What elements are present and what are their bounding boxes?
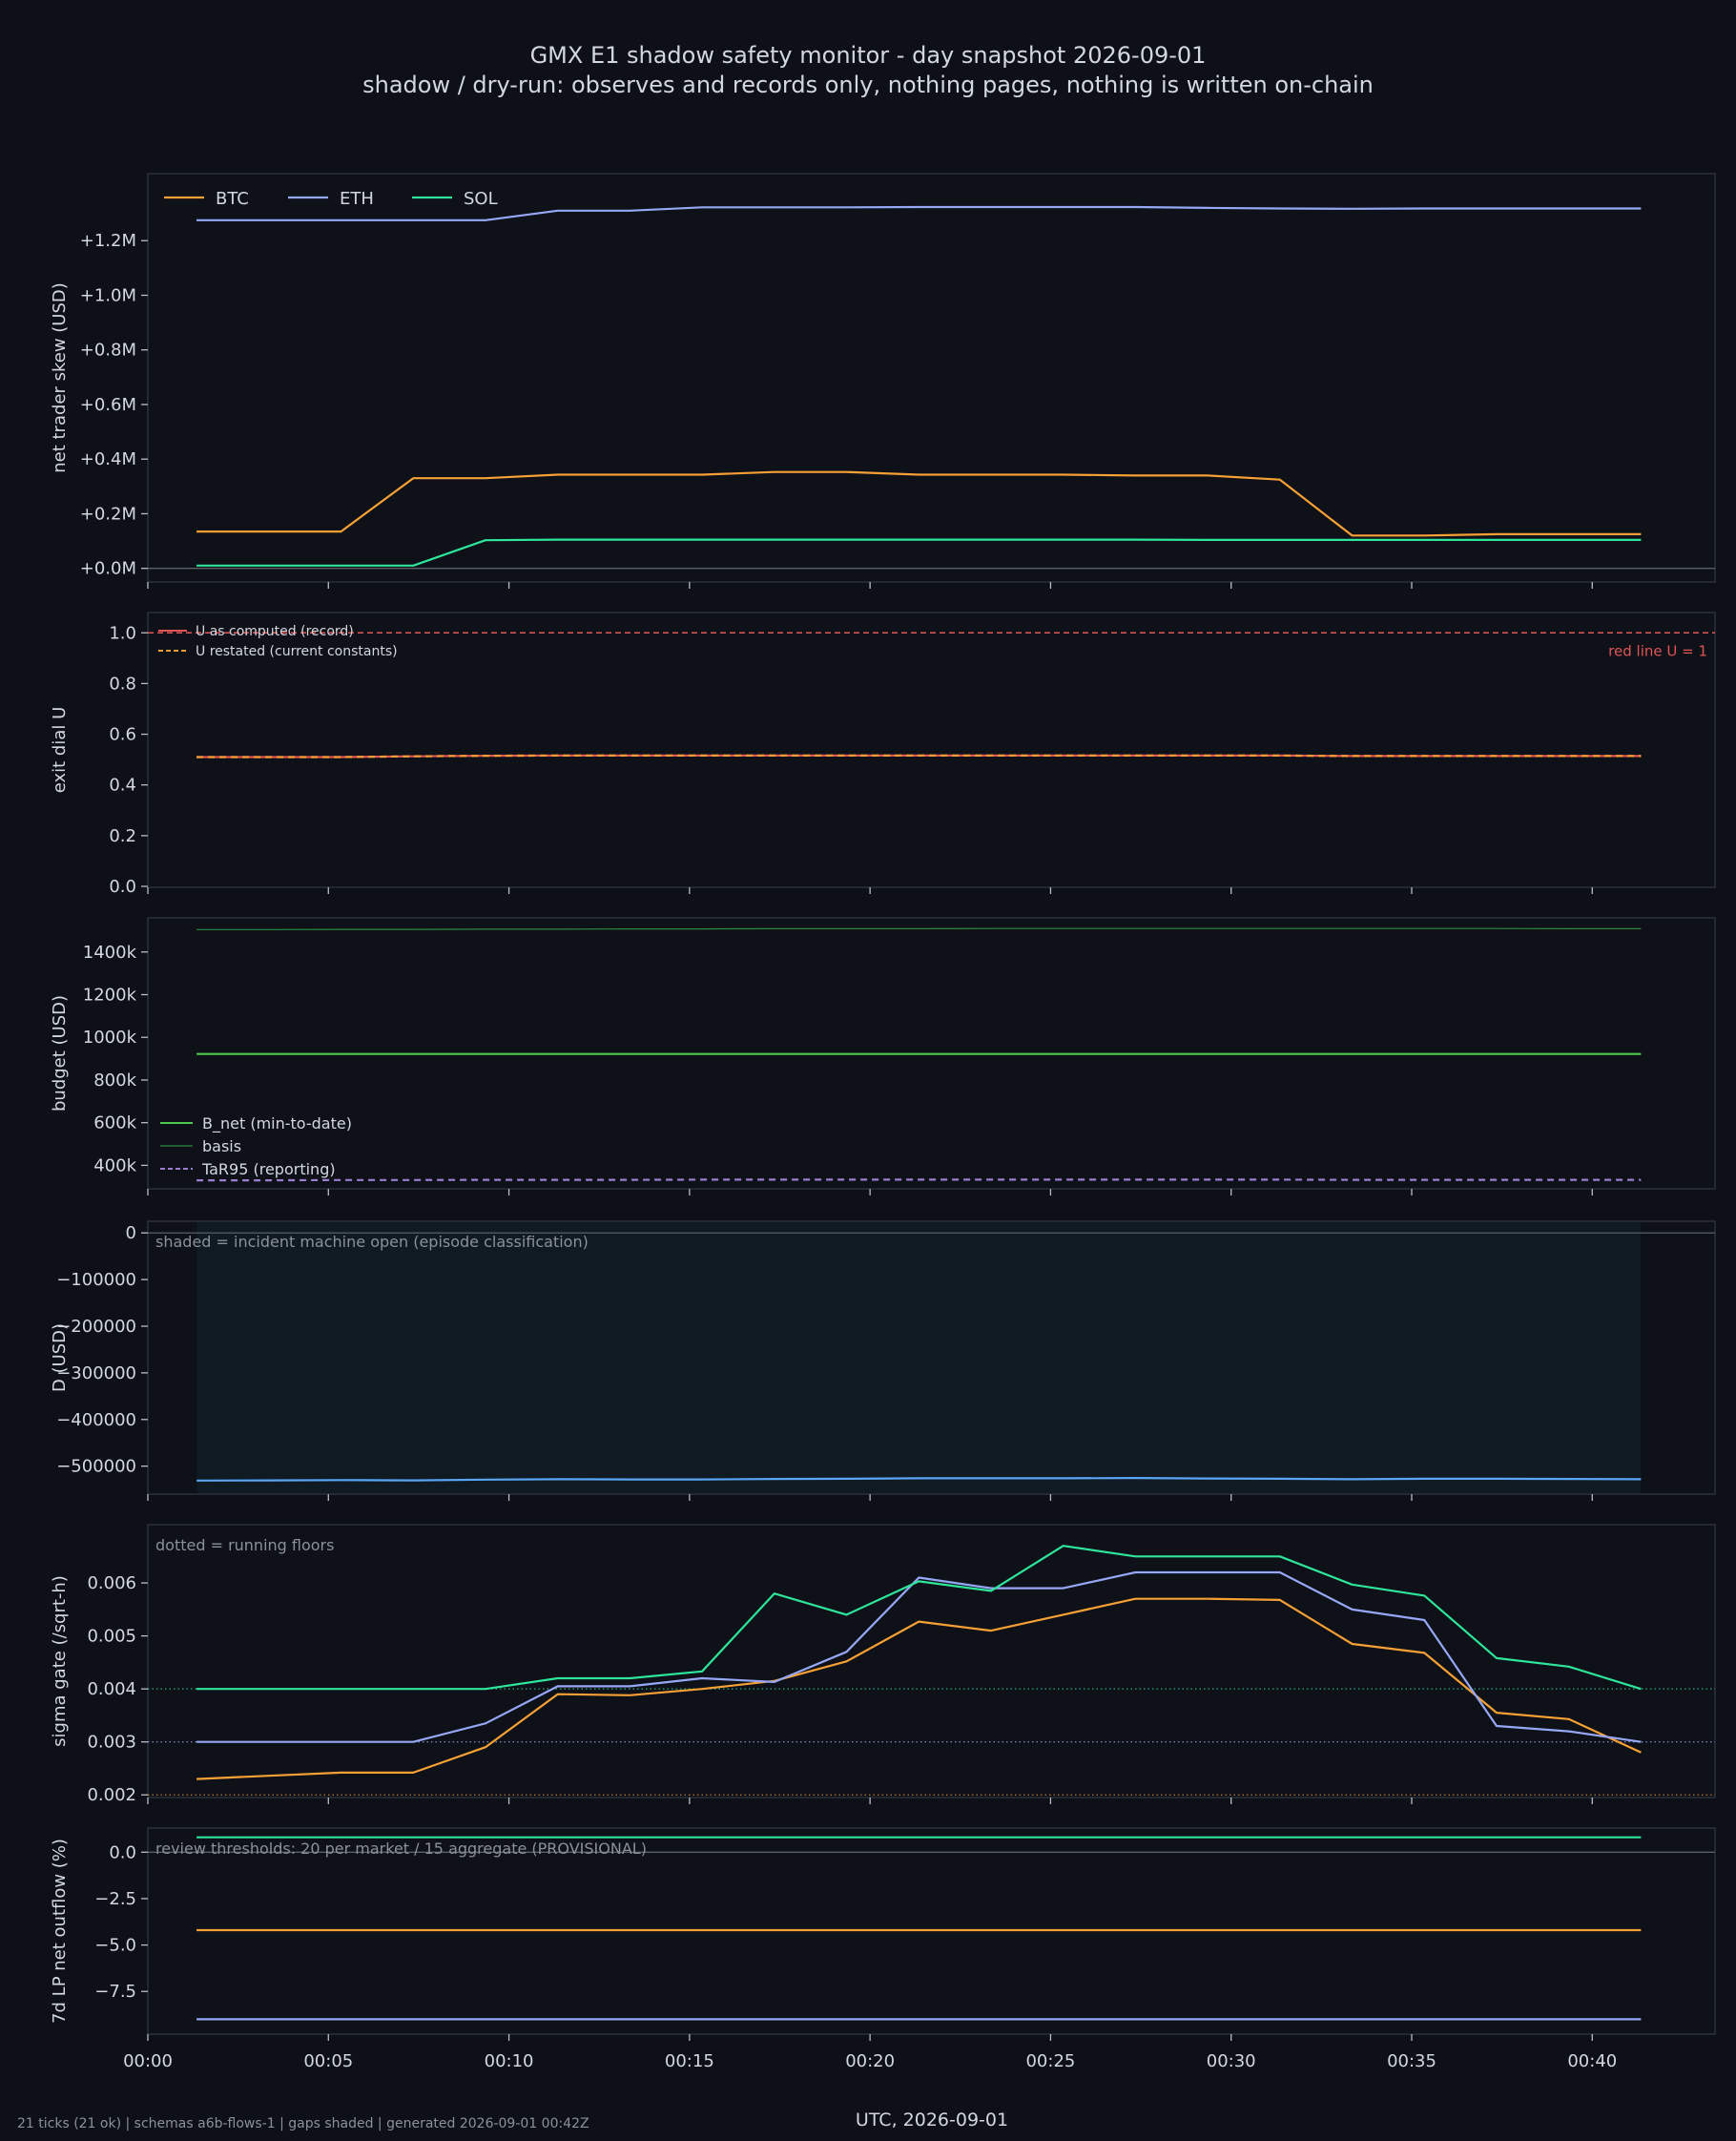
sigma-ytick-label: 0.004 [87, 1679, 136, 1699]
legend-label-exit-dial: U restated (current constants) [196, 644, 398, 659]
budget-ytick-label: 600k [93, 1113, 136, 1133]
lp-outflow-ytick-label: −7.5 [94, 1982, 136, 2002]
legend-label-budget: basis [202, 1137, 241, 1155]
panel-budget: 400k 600k 800k 1000k 1200k 1400k budget (USD) B… [50, 917, 1716, 1195]
drawdown-ytick-label: −400000 [56, 1410, 136, 1430]
budget-ytick-label: 1000k [83, 1028, 137, 1048]
exit-dial-ytick-label: 0.0 [109, 877, 136, 897]
lp-outflow-ylabel: 7d LP net outflow (%) [50, 1839, 70, 2024]
sigma-series-eth [196, 1570, 1642, 1743]
lp-outflow-note: review thresholds: 20 per market / 15 ag… [155, 1840, 647, 1858]
panel-lp-outflow: 0.0 −2.5 −5.0 −7.5 7d LP net outflow (%) revi… [50, 1827, 1716, 2041]
exit-dial-ytick-label: 0.8 [109, 674, 136, 694]
legend-label-sol: SOL [464, 189, 498, 209]
x-tick-label: 00:00 [123, 2051, 173, 2071]
exit-dial-ytick-label: 1.0 [109, 623, 136, 643]
drawdown-ytick-label: −200000 [56, 1317, 136, 1337]
exit-dial-ytick-label: 0.4 [109, 776, 136, 796]
panel-drawdown: 0 −100000 −200000 −300000 −400000 −500000 D (U… [50, 1220, 1716, 1501]
sigma-note: dotted = running floors [155, 1536, 334, 1554]
skew-ytick-label: +0.6M [80, 395, 136, 415]
x-tick-label: 00:25 [1025, 2051, 1075, 2071]
skew-ytick-label: +0.2M [80, 504, 136, 524]
skew-ytick-label: +0.4M [80, 449, 136, 469]
drawdown-ylabel: D (USD) [50, 1323, 70, 1392]
exit-dial-series-btc [196, 754, 1642, 759]
skew-series-sol [196, 538, 1642, 567]
panel-skew: +0.0M +0.2M +0.4M +0.6M +0.8M +1.0M +1.2M net t… [50, 173, 1716, 589]
lp-outflow-ytick-label: −2.5 [94, 1889, 136, 1909]
legend-label-eth: ETH [340, 189, 374, 209]
x-tick-label: 00:20 [845, 2051, 895, 2071]
drawdown-note: shaded = incident machine open (episode … [155, 1233, 589, 1251]
drawdown-ytick-label: −100000 [56, 1270, 136, 1290]
skew-ytick-label: +1.0M [80, 285, 136, 305]
drawdown-ytick-label: −500000 [56, 1457, 136, 1477]
sigma-ytick-label: 0.003 [87, 1733, 136, 1753]
skew-ytick-label: +0.0M [80, 559, 136, 579]
drawdown-ytick-label: −300000 [56, 1363, 136, 1383]
footer-status: 21 ticks (21 ok) | schemas a6b-flows-1 |… [17, 2116, 589, 2131]
lp-outflow-ytick-label: −5.0 [94, 1936, 136, 1956]
sigma-ylabel: sigma gate (/sqrt-h) [50, 1575, 70, 1747]
legend-label-btc: BTC [216, 189, 249, 209]
budget-series-basis [196, 927, 1642, 930]
x-tick-label: 00:10 [485, 2051, 534, 2071]
skew-ytick-label: +1.2M [80, 231, 136, 251]
x-tick-label: 00:30 [1207, 2051, 1256, 2071]
lp-outflow-ytick-label: 0.0 [109, 1842, 136, 1862]
panel-exit-dial: red line U = 1 0.0 0.2 0.4 0.6 0.8 1.0 exit dia… [50, 612, 1716, 897]
x-tick-label: 00:15 [665, 2051, 714, 2071]
skew-ylabel: net trader skew (USD) [50, 282, 70, 473]
x-tick-label: 00:35 [1387, 2051, 1436, 2071]
budget-ytick-label: 1200k [83, 986, 137, 1006]
exit-dial-ytick-label: 0.2 [109, 826, 136, 846]
panel-sigma: 0.002 0.003 0.004 0.005 0.006 sigma gate (/sq… [50, 1524, 1716, 1805]
sigma-series-sol [196, 1545, 1642, 1691]
sigma-frame [147, 1524, 1716, 1798]
drawdown-incident-shade [196, 1222, 1642, 1493]
skew-series-eth [196, 205, 1642, 221]
exit-dial-red-line-label: red line U = 1 [1608, 642, 1707, 659]
budget-series-tar [196, 1178, 1642, 1182]
sigma-ytick-label: 0.006 [87, 1573, 136, 1593]
exit-dial-frame [147, 612, 1716, 888]
budget-ytick-label: 800k [93, 1070, 136, 1091]
skew-frame [147, 173, 1716, 583]
budget-ylabel: budget (USD) [50, 995, 70, 1112]
chart-title-line1: GMX E1 shadow safety monitor - day snaps… [530, 42, 1207, 69]
budget-ytick-label: 400k [93, 1155, 136, 1175]
x-tick-label: 00:40 [1567, 2051, 1617, 2071]
drawdown-series-blue [196, 1476, 1642, 1482]
drawdown-ytick-label: 0 [126, 1223, 136, 1243]
legend-label-exit-dial: U as computed (record) [196, 624, 354, 639]
sigma-ytick-label: 0.002 [87, 1785, 136, 1805]
legend-label-budget: B_net (min-to-date) [202, 1114, 352, 1133]
legend-label-budget: TaR95 (reporting) [201, 1160, 336, 1178]
skew-series-btc [196, 470, 1642, 537]
x-tick-label: 00:05 [303, 2051, 353, 2071]
x-axis-label: UTC, 2026-09-01 [856, 2110, 1008, 2131]
sigma-series-btc [196, 1597, 1642, 1780]
sigma-ytick-label: 0.005 [87, 1627, 136, 1647]
exit-dial-ylabel: exit dial U [50, 707, 70, 794]
exit-dial-ytick-label: 0.6 [109, 725, 136, 745]
chart-title-line2: shadow / dry-run: observes and records o… [362, 72, 1374, 98]
budget-ytick-label: 1400k [83, 943, 137, 963]
skew-ytick-label: +0.8M [80, 341, 136, 361]
